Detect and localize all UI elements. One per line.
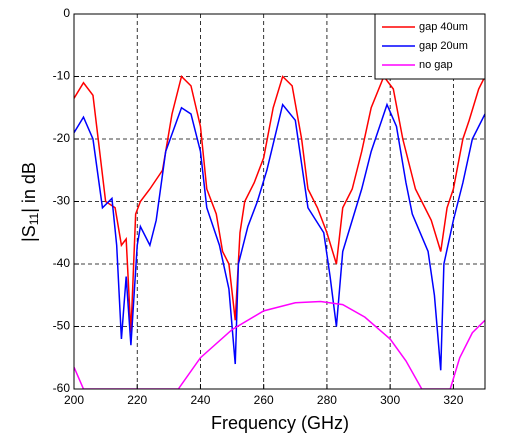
x-tick-label: 320	[443, 393, 463, 407]
y-tick-label: -30	[53, 194, 71, 208]
legend-label: gap 20um	[419, 40, 468, 52]
y-tick-label: -10	[53, 69, 71, 83]
legend: gap 40um gap 20um no gap	[374, 13, 486, 80]
legend-label: no gap	[419, 59, 453, 71]
legend-label: gap 40um	[419, 21, 468, 33]
plot-lines	[74, 74, 485, 389]
y-axis-label: |S11| in dB	[19, 162, 41, 242]
x-tick-label: 260	[254, 393, 274, 407]
y-tick-label: 0	[63, 6, 70, 20]
y-tick-label: -50	[53, 319, 71, 333]
x-tick-label: 280	[317, 393, 337, 407]
y-tick-label: -60	[53, 381, 71, 395]
y-label-suffix: | in dB	[19, 162, 39, 213]
x-tick-label: 200	[64, 393, 84, 407]
line-series	[74, 102, 485, 371]
y-tick-label: -40	[53, 256, 71, 270]
x-tick-label: 220	[127, 393, 147, 407]
line-series	[74, 74, 485, 333]
x-tick-label: 300	[380, 393, 400, 407]
x-tick-label: 240	[190, 393, 210, 407]
x-axis-label: Frequency (GHz)	[211, 413, 349, 433]
y-tick-label: -20	[53, 131, 71, 145]
y-label-prefix: |S	[19, 225, 39, 242]
line-series	[74, 300, 485, 389]
ticks: 200 220 240 260 280 300 320 -60 -50 -40 -30 -20 -10 0	[53, 6, 464, 407]
y-label-subscript: 11	[27, 212, 41, 225]
